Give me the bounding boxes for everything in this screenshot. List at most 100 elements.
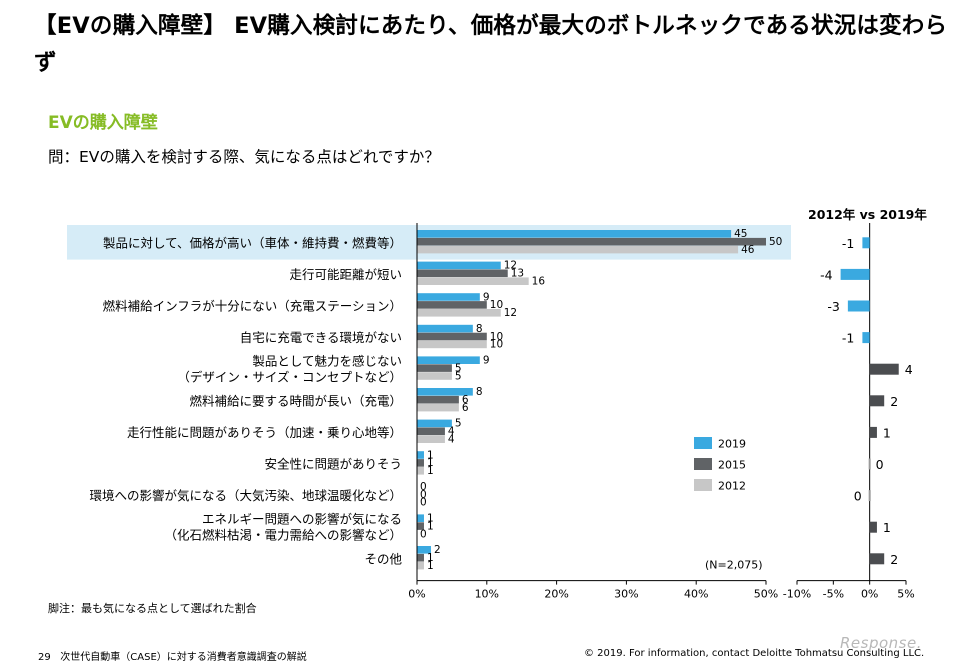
legend-swatch-2012 (694, 479, 712, 491)
bar-2015 (417, 459, 424, 467)
diff-value-label: 0 (854, 489, 862, 504)
bar-2019 (417, 261, 501, 270)
diff-value-label: 0 (876, 457, 884, 472)
bar-2012 (417, 403, 459, 412)
diff-bar (869, 553, 885, 565)
diff-value-label: 4 (905, 362, 913, 377)
watermark-logo: Response. (840, 634, 922, 652)
bar-2012 (417, 561, 424, 570)
bar-2019 (417, 230, 732, 238)
category-label: 自宅に充電できる環境がない (240, 330, 402, 345)
diff-x-tick-label: -10% (783, 588, 811, 601)
bar-value-label: 50 (769, 236, 782, 248)
bar-value-label: 6 (462, 394, 469, 406)
category-label: 走行性能に問題がありそう（加速・乗り心地等） (127, 425, 402, 440)
diff-x-tick-label: 0% (861, 588, 878, 601)
bar-2019 (417, 293, 480, 301)
diff-value-label: 2 (890, 552, 898, 567)
category-label: 燃料補給インフラが十分にない（充電ステーション） (103, 299, 402, 314)
bar-value-label: 0 (420, 528, 427, 540)
diff-bar (862, 332, 870, 344)
bar-value-label: 10 (490, 331, 503, 343)
legend-label: 2015 (718, 459, 746, 472)
diff-bar (869, 363, 899, 375)
bar-2012 (417, 309, 501, 317)
bar-value-label: 45 (734, 228, 747, 240)
bar-value-label: 12 (504, 260, 517, 272)
diff-value-label: -3 (827, 299, 839, 314)
bar-2015 (417, 237, 766, 246)
bar-value-label: 1 (427, 560, 434, 572)
bar-value-label: 6 (462, 402, 469, 414)
x-tick-label: 20% (544, 588, 568, 601)
diff-value-label: -1 (842, 236, 854, 251)
legend-label: 2012 (718, 480, 746, 493)
bar-2019 (417, 356, 480, 364)
diff-bar (869, 521, 877, 533)
bar-value-label: 5 (455, 362, 462, 374)
diff-value-label: 1 (883, 520, 891, 535)
category-label: その他 (364, 551, 402, 566)
diff-bar (840, 268, 870, 280)
bar-2019 (417, 324, 473, 333)
legend-swatch-2019 (694, 437, 712, 449)
x-tick-label: 30% (614, 588, 638, 601)
chart-subtitle: EVの購入障壁 (48, 113, 158, 133)
bar-2015 (417, 301, 487, 309)
bar-value-label: 10 (490, 299, 503, 311)
bar-value-label: 13 (511, 268, 524, 280)
bar-2015 (417, 364, 452, 372)
bar-value-label: 1 (427, 513, 434, 525)
category-label: エネルギー問題への影響が気になる (202, 512, 402, 527)
bar-2015 (417, 553, 424, 562)
bar-value-label: 0 (420, 489, 427, 501)
bar-2015 (417, 269, 508, 278)
page-number: 29 (38, 652, 51, 663)
bar-value-label: 1 (427, 552, 434, 564)
category-label: 環境への影響が気になる（大気汚染、地球温暖化など） (89, 488, 402, 503)
bar-value-label: 46 (741, 244, 755, 256)
category-label: 製品に対して、価格が高い（車体・維持費・燃費等） (103, 235, 402, 250)
bar-value-label: 5 (455, 418, 462, 430)
legend-label: 2019 (718, 438, 746, 451)
diff-bar (869, 426, 877, 438)
bar-value-label: 4 (448, 426, 455, 438)
bar-value-label: 16 (532, 276, 546, 288)
diff-bar (869, 395, 885, 407)
bar-value-label: 1 (427, 449, 434, 461)
bar-value-label: 8 (476, 386, 483, 398)
bar-2019 (417, 546, 431, 554)
bar-2019 (417, 451, 424, 459)
bar-value-label: 12 (504, 307, 517, 319)
diff-value-label: 1 (883, 425, 891, 440)
diff-x-tick-label: 5% (897, 588, 914, 601)
page-title: 【EVの購入障壁】 EV購入検討にあたり、価格が最大のボトルネックである状況は変… (34, 13, 948, 76)
bar-value-label: 8 (476, 323, 483, 335)
footer-copyright: © 2019. For information, contact Deloitt… (584, 648, 925, 659)
document-title: 次世代自動車（CASE）に対する消費者意識調査の解説 (60, 652, 307, 663)
diff-bar (862, 237, 870, 249)
bar-value-label: 2 (434, 544, 441, 556)
bar-value-label: 4 (448, 434, 455, 446)
survey-question: 問：EVの購入を検討する際、気になる点はどれですか？ (48, 148, 440, 166)
bar-2015 (417, 332, 487, 341)
x-tick-label: 10% (475, 588, 499, 601)
bar-value-label: 9 (483, 291, 490, 303)
bar-2019 (417, 419, 452, 428)
footer-document: 29 次世代自動車（CASE）に対する消費者意識調査の解説 (38, 648, 307, 663)
legend-swatch-2015 (694, 458, 712, 470)
bar-value-label: 1 (427, 520, 434, 532)
bar-2019 (417, 388, 473, 396)
bar-2019 (417, 514, 424, 522)
bar-2012 (417, 340, 487, 349)
bar-value-label: 0 (420, 497, 427, 509)
bar-2015 (417, 395, 459, 404)
bar-value-label: 1 (427, 465, 434, 477)
category-label: （デザイン・サイズ・コンセプトなど） (177, 370, 402, 385)
diff-value-label: 2 (890, 394, 898, 409)
bar-value-label: 10 (490, 339, 503, 351)
category-label: 走行可能距離が短い (289, 267, 402, 282)
diff-bar (847, 300, 870, 312)
footnote: 脚注：最も気になる点として選ばれた割合 (48, 602, 257, 615)
